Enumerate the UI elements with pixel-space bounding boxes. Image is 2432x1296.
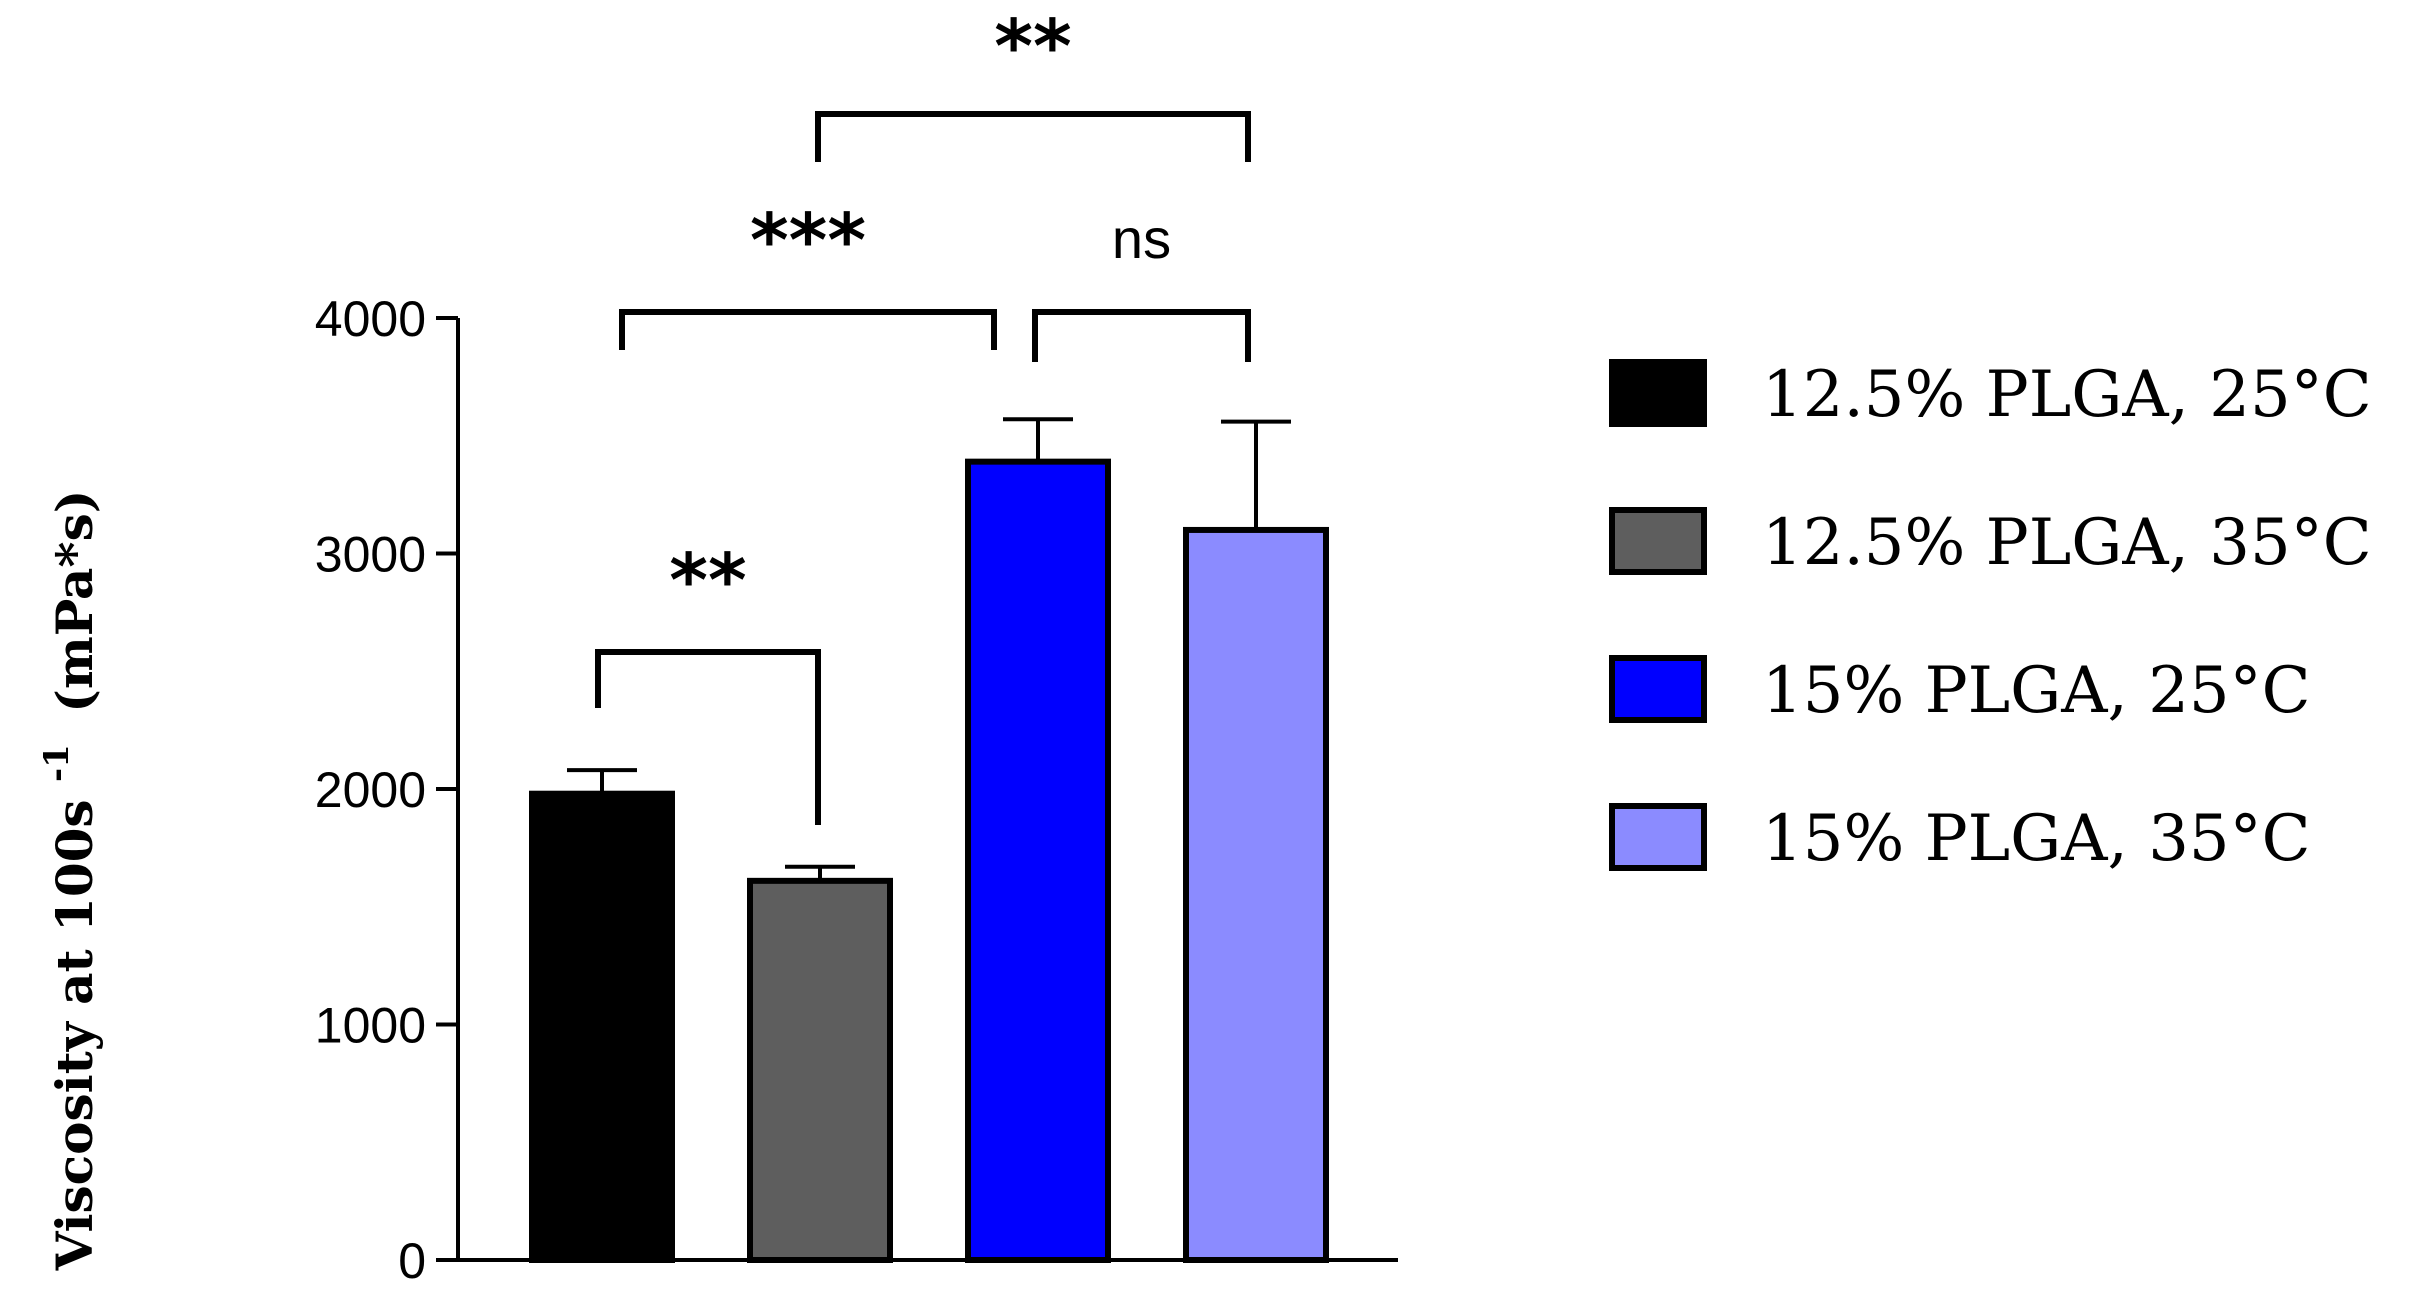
significance-brackets: ***** ns** [595, 4, 1251, 825]
significance-label: *** [750, 198, 866, 284]
legend-swatch [1609, 803, 1707, 871]
y-axis: 0 1000 2000 3000 4000 [315, 291, 1398, 1289]
significance-bracket [619, 309, 997, 350]
bar [529, 790, 675, 1264]
legend-label: 12.5% PLGA, 25°C [1762, 358, 2372, 432]
y-tick-label: 0 [398, 1233, 426, 1289]
legend-label: 12.5% PLGA, 35°C [1762, 506, 2372, 580]
legend-label: 15% PLGA, 25°C [1762, 654, 2311, 728]
legend-label: 15% PLGA, 35°C [1762, 802, 2311, 876]
bar [1183, 526, 1329, 1263]
bar [747, 877, 893, 1263]
significance-label: ** [669, 538, 746, 624]
legend-swatch [1609, 359, 1707, 427]
significance-label: ns [1112, 207, 1171, 270]
legend: 12.5% PLGA, 25°C 12.5% PLGA, 35°C 15% PLGA… [1609, 358, 2372, 876]
y-tick-label: 3000 [315, 527, 426, 583]
y-tick-label: 4000 [315, 291, 426, 347]
y-tick-label: 1000 [315, 998, 426, 1054]
bars [529, 417, 1329, 1264]
significance-label: ** [994, 4, 1071, 90]
significance-bracket [595, 649, 821, 825]
bar [965, 458, 1111, 1263]
y-axis-label: Viscosity at 100s -1 (mPa*s) [21, 490, 104, 1272]
legend-swatch [1609, 507, 1707, 575]
y-tick-label: 2000 [315, 762, 426, 818]
significance-bracket [815, 111, 1251, 162]
significance-bracket [1032, 309, 1251, 362]
legend-swatch [1609, 655, 1707, 723]
